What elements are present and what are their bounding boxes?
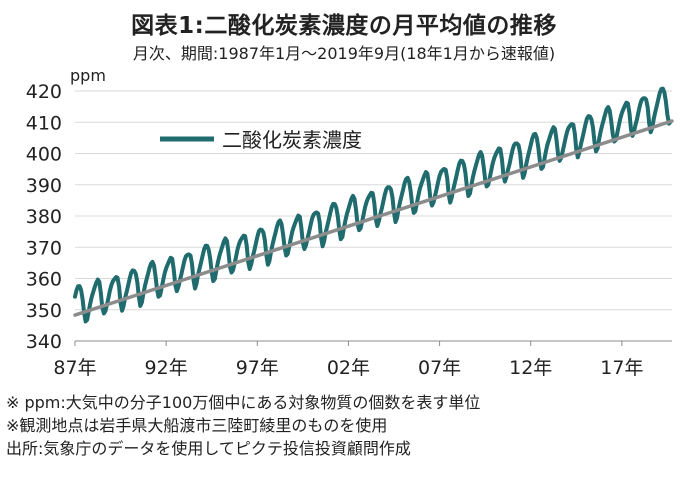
y-tick-label: 360 [26, 269, 62, 291]
legend-label: 二酸化炭素濃度 [222, 128, 362, 152]
x-tick-label: 07年 [418, 357, 461, 379]
x-tick-label: 02年 [327, 357, 370, 379]
y-tick-label: 350 [26, 300, 62, 322]
footnotes: ※ ppm:大気中の分子100万個中にある対象物質の個数を表す単位 ※観測地点は… [6, 391, 480, 460]
y-tick-label: 370 [26, 237, 62, 259]
chart-subtitle: 月次、期間:1987年1月～2019年9月(18年1月から速報値) [132, 44, 556, 63]
legend: 二酸化炭素濃度 [160, 128, 362, 152]
chart-title: 図表1:二酸化炭素濃度の月平均値の推移 [131, 13, 557, 39]
trend-line [73, 119, 674, 317]
y-tick-label: 420 [26, 81, 62, 103]
footnote-ppm: ※ ppm:大気中の分子100万個中にある対象物質の個数を表す単位 [6, 393, 481, 412]
x-tick-label: 97年 [236, 357, 279, 379]
y-tick-label: 340 [26, 331, 62, 353]
y-axis-ticks: 340 350 360 370 380 390 400 410 420 [26, 81, 62, 353]
footnote-location: ※観測地点は岩手県大船渡市三陸町綾里のものを使用 [6, 416, 388, 435]
x-tick-label: 12年 [509, 357, 552, 379]
y-tick-label: 380 [26, 206, 62, 228]
y-unit-label: ppm [70, 66, 106, 85]
x-tick-label: 92年 [145, 357, 188, 379]
y-tick-label: 410 [26, 112, 62, 134]
y-tick-label: 400 [26, 144, 62, 166]
series-line-co2 [73, 86, 673, 324]
footnote-source: 出所:気象庁のデータを使用してピクテ投信投資顧問作成 [6, 439, 411, 458]
x-axis-ticks: 87年 92年 97年 02年 07年 12年 17年 [53, 341, 643, 379]
y-tick-label: 390 [26, 175, 62, 197]
x-tick-label: 87年 [53, 357, 96, 379]
x-tick-label: 17年 [600, 357, 643, 379]
